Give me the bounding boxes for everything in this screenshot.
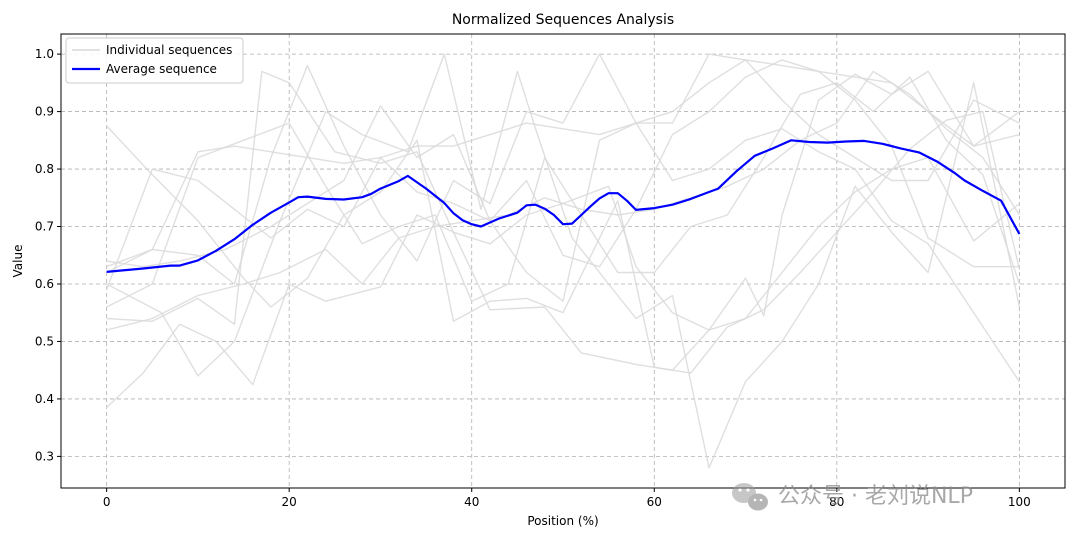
y-tick-label: 0.3 xyxy=(35,449,54,463)
series-individual-line xyxy=(106,70,1020,409)
plot-frame xyxy=(60,33,1066,489)
grid xyxy=(61,34,1065,488)
x-axis-ticks: 0 20 40 60 80 100 xyxy=(103,488,1031,509)
legend-label-average: Average sequence xyxy=(106,62,217,76)
x-tick-label: 100 xyxy=(1008,495,1031,509)
x-tick-label: 20 xyxy=(282,495,297,509)
x-axis-title: Position (%) xyxy=(527,514,598,528)
chart-title: Normalized Sequences Analysis xyxy=(452,12,674,28)
legend: Individual sequences Average sequence xyxy=(65,37,244,84)
series-individual-line xyxy=(106,70,1020,331)
series-individual-line xyxy=(105,59,1020,290)
y-axis-ticks: 0.3 0.4 0.5 0.6 0.7 0.8 0.9 1.0 xyxy=(35,47,61,463)
y-tick-label: 0.4 xyxy=(35,392,54,406)
wechat-icon xyxy=(732,483,768,511)
y-tick-label: 0.5 xyxy=(35,334,54,348)
y-tick-label: 0.6 xyxy=(35,277,54,291)
y-tick-label: 0.8 xyxy=(35,162,54,176)
x-tick-label: 0 xyxy=(103,495,111,509)
y-tick-label: 0.9 xyxy=(35,105,54,119)
series-average-line xyxy=(106,139,1021,273)
x-tick-label: 40 xyxy=(464,495,479,509)
watermark-text: 公众号 · 老刘说NLP xyxy=(778,484,973,509)
y-tick-label: 0.7 xyxy=(35,220,54,234)
series-individual-line xyxy=(106,53,1020,285)
series-individual-line xyxy=(106,53,1021,469)
series-individual-line xyxy=(106,70,1020,331)
legend-label-individual: Individual sequences xyxy=(106,43,232,57)
y-tick-label: 1.0 xyxy=(35,47,54,61)
series-individual-line xyxy=(106,110,1021,374)
watermark: 公众号 · 老刘说NLP xyxy=(732,483,973,511)
y-axis-title: Value xyxy=(11,245,25,278)
legend-box xyxy=(65,37,244,84)
plot-lines xyxy=(105,53,1021,469)
x-tick-label: 60 xyxy=(647,495,662,509)
x-tick-label: 80 xyxy=(829,495,844,509)
series-individual-line xyxy=(106,105,1020,383)
series-individual-line xyxy=(106,53,1020,274)
